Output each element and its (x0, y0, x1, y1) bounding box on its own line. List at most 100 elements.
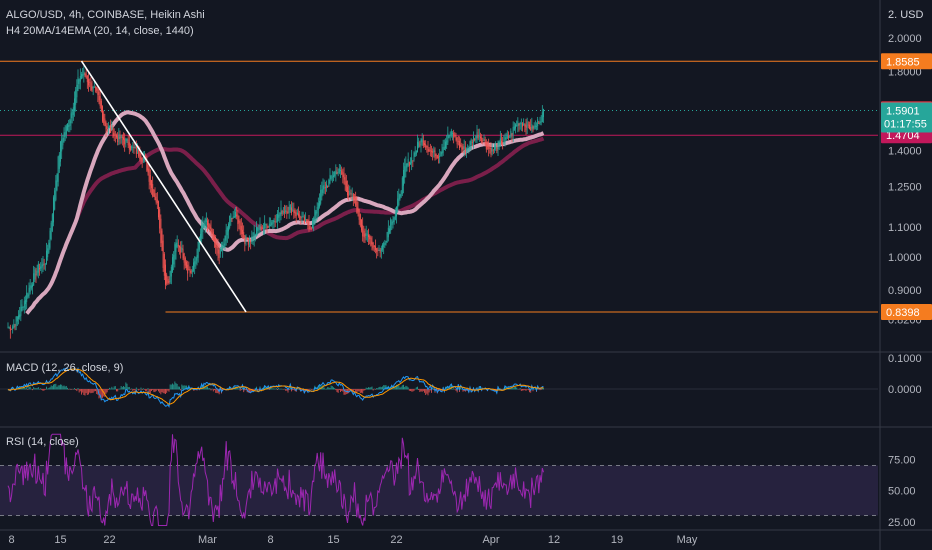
macd-histogram-bar (28, 386, 30, 390)
trendline[interactable] (80, 60, 247, 313)
time-axis[interactable]: 8 15 22 Mar 8 15 22 Apr 12 19 May (8, 534, 697, 546)
candle-body (410, 162, 411, 165)
macd-histogram-bar (126, 383, 128, 390)
macd-histogram-bar (517, 388, 519, 390)
candle-body (249, 241, 250, 243)
candle-body (90, 82, 92, 91)
candle-body (463, 146, 465, 149)
macd-histogram-bar (448, 387, 450, 390)
candle-body (271, 222, 273, 226)
candle-body (379, 249, 381, 253)
symbol-title[interactable]: ALGO/USD, 4h, COINBASE, Heikin Ashi (6, 9, 205, 21)
candle-body (110, 127, 112, 133)
candle-body (236, 214, 238, 217)
candle-body (453, 133, 455, 138)
macd-histogram-bar (65, 385, 67, 390)
macd-histogram-bar (250, 389, 252, 393)
candle-body (531, 124, 533, 129)
macd-histogram-bar (418, 389, 420, 390)
candle-body (79, 75, 81, 82)
rsi-title[interactable]: RSI (14, close) (6, 436, 79, 448)
candle-body (226, 227, 228, 236)
macd-histogram-bar (172, 383, 173, 390)
candle-body (527, 124, 529, 126)
candle-body (242, 229, 243, 235)
candle-body (273, 220, 275, 222)
candle-body (257, 227, 259, 231)
candle-body (306, 219, 308, 221)
macd-histogram-bar (209, 388, 211, 390)
candle-body (491, 147, 493, 152)
macd-histogram-bar (181, 384, 183, 390)
indicator-title[interactable]: H4 20MA/14EMA (20, 14, close, 1440) (6, 25, 194, 37)
last-price-countdown: 01:17:55 (884, 119, 927, 131)
candle-body (37, 263, 39, 273)
candle-body (432, 151, 434, 153)
candle-body (179, 245, 180, 248)
candle-body (287, 212, 289, 214)
candle-body (317, 203, 319, 211)
macd-histogram-bar (394, 385, 396, 390)
macd-title[interactable]: MACD (12, 26, close, 9) (6, 362, 124, 374)
macd-histogram-bar (125, 382, 127, 390)
candle-body (258, 228, 260, 230)
macd-histogram-bar (356, 389, 358, 394)
macd-histogram-bar (128, 386, 130, 390)
macd-histogram-bar (370, 387, 372, 390)
macd-histogram-bar (47, 388, 49, 390)
candle-body (180, 246, 182, 253)
macd-histogram-bar (392, 388, 394, 390)
macd-histogram-bar (44, 389, 46, 390)
candle-body (233, 216, 235, 218)
candle-body (166, 274, 168, 284)
macd-histogram-bar (319, 384, 320, 390)
macd-histogram-bar (16, 386, 18, 390)
candle-body (460, 144, 462, 147)
macd-tick-label: 0.1000 (888, 353, 922, 365)
macd-histogram-bar (258, 389, 260, 390)
candle-body (125, 139, 127, 142)
price-axis[interactable]: 0.82000.90001.00001.10001.25001.40001.60… (888, 33, 922, 529)
scale-mode-label[interactable]: 2. USD (888, 9, 924, 21)
macd-histogram-bar (159, 389, 161, 393)
candle-body (467, 148, 469, 150)
macd-histogram-bar (138, 389, 140, 391)
candle-body (471, 142, 473, 143)
candle-body (362, 225, 364, 237)
candle-body (243, 232, 245, 239)
macd-histogram-bar (215, 389, 217, 393)
time-tick-label: 8 (267, 534, 273, 546)
candle-body (364, 233, 366, 239)
macd-histogram-bar (292, 389, 294, 391)
candle-body (391, 221, 393, 225)
time-tick-label: 12 (548, 534, 560, 546)
macd-histogram-bar (522, 389, 523, 391)
candle-body (400, 191, 402, 197)
candle-body (182, 248, 184, 259)
macd-histogram-bar (331, 386, 333, 390)
candle-body (247, 238, 249, 245)
candle-body (106, 125, 108, 130)
candle-body (282, 211, 284, 213)
candle-body (127, 139, 129, 146)
macd-histogram-bar (525, 389, 527, 391)
candle-body (277, 213, 278, 222)
macd-histogram-bar (99, 389, 101, 398)
macd-histogram-bar (210, 389, 212, 391)
candle-body (376, 248, 378, 252)
candle-body (501, 140, 502, 144)
macd-histogram-bar (139, 389, 141, 390)
candle-body (161, 230, 163, 251)
macd-histogram-bar (106, 389, 108, 393)
candle-body (222, 245, 224, 251)
candle-body (345, 181, 347, 192)
candle-body (51, 214, 53, 231)
price-tick-label: 1.0000 (888, 252, 922, 264)
candle-body (184, 258, 186, 266)
macd-histogram-bar (116, 389, 117, 392)
macd-histogram-bar (421, 389, 423, 392)
macd-histogram-bar (50, 385, 52, 390)
candle-body (504, 136, 506, 143)
macd-histogram-bar (274, 388, 276, 390)
